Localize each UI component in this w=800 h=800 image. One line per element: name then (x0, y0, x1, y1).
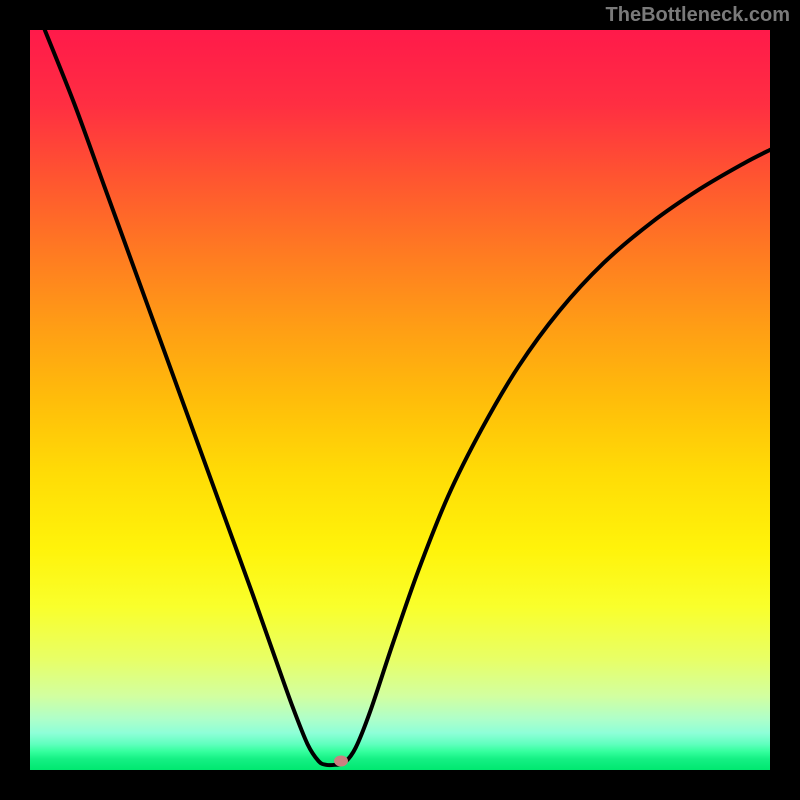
bottleneck-curve (30, 30, 770, 770)
plot-area (30, 30, 770, 770)
optimum-marker (334, 756, 348, 767)
watermark-text: TheBottleneck.com (606, 4, 790, 27)
